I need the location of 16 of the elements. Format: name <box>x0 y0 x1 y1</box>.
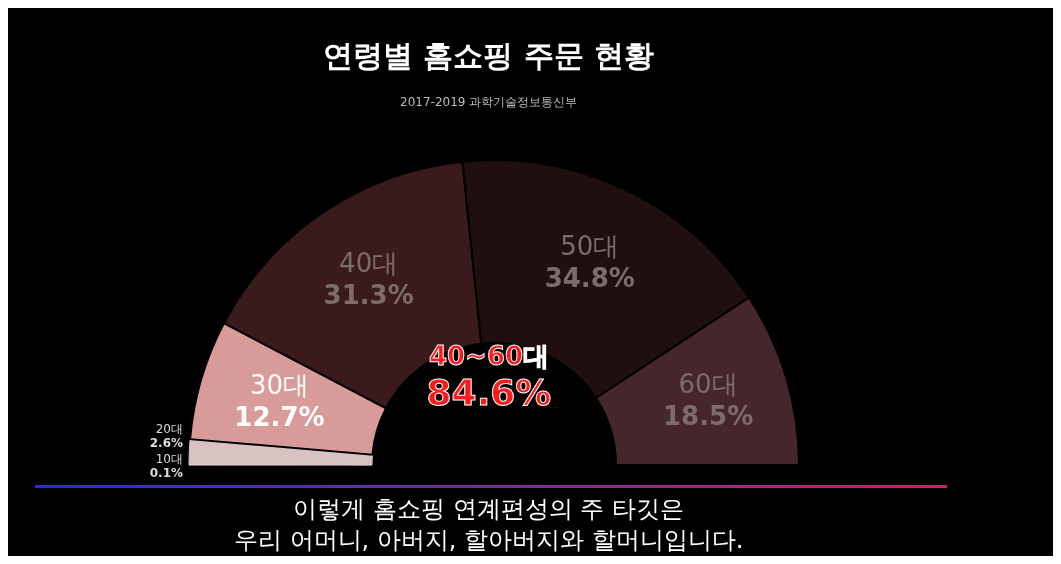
slice-label: 50대 <box>560 231 620 262</box>
slice-label: 40대 <box>339 247 399 278</box>
chart-title: 연령별 홈쇼핑 주문 현황 <box>322 37 656 75</box>
chart-subtitle: 2017-2019 과학기술정보통신부 <box>399 94 579 111</box>
data-label: 18.5% <box>663 400 754 431</box>
slice-label: 60대 <box>678 368 738 399</box>
data-label: 0.1% <box>149 466 183 480</box>
data-label: 34.8% <box>544 263 635 294</box>
data-label: 2.6% <box>149 436 183 450</box>
data-label: 31.3% <box>323 279 414 310</box>
text: 40~60대 84.6% <box>425 341 553 414</box>
slice-label: 10대 <box>155 452 183 466</box>
data-label: 12.7% <box>234 402 325 433</box>
slice-label: 30대 <box>249 370 310 401</box>
text: 이렇게 홈쇼핑 연계편성의 주 타깃은 우리 어머니, 아버지, 할아버지와 할머니입니다. <box>233 494 745 557</box>
slice-label: 20대 <box>155 422 183 436</box>
